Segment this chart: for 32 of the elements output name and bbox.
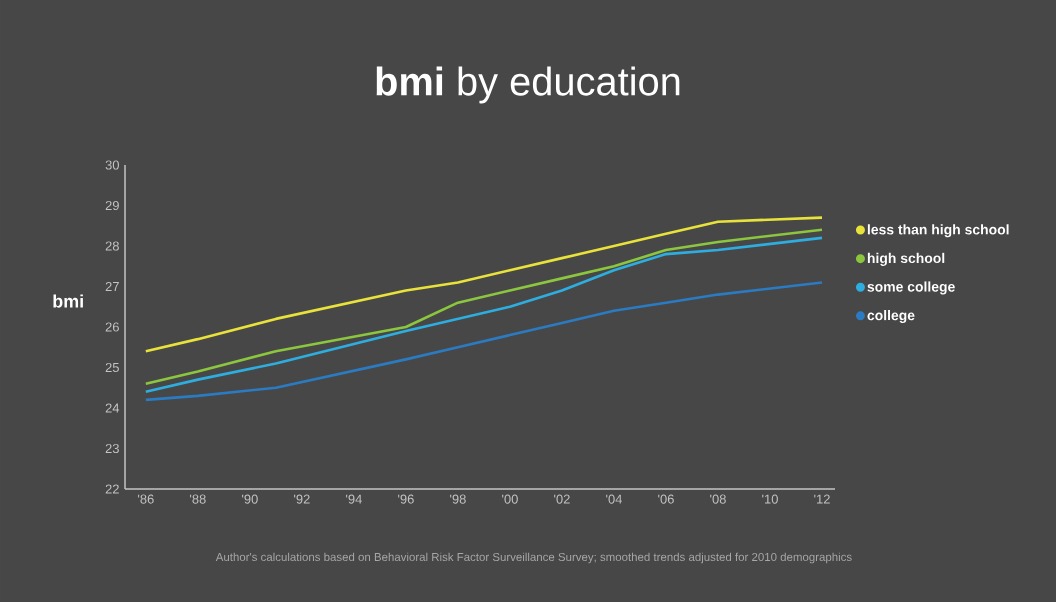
- x-tick-label: '00: [502, 494, 518, 504]
- y-tick-label: 23: [105, 443, 119, 454]
- y-tick-label: 27: [105, 281, 119, 292]
- y-axis-title: bmi: [53, 294, 83, 308]
- x-tick-label: '90: [242, 494, 258, 504]
- line-series: [144, 216, 824, 353]
- y-tick-label: 29: [105, 200, 119, 211]
- y-tick-label: 24: [105, 403, 120, 413]
- legend-label: college: [867, 310, 915, 324]
- y-tick-label: 22: [105, 484, 119, 494]
- x-tick-label: '92: [294, 494, 310, 504]
- y-tick-label: 26: [105, 322, 119, 332]
- x-tick-label: '86: [138, 494, 154, 504]
- text: Author's calculations based on Behavioral Risk Factor Surveillance Survey; smoothed trends adjusted for 2010 demographics: [215, 552, 852, 564]
- x-tick-label: '06: [658, 494, 674, 504]
- chart-title: bmi by education: [376, 66, 680, 104]
- line-series: [144, 281, 824, 402]
- x-tick-label: '02: [554, 494, 570, 504]
- x-tick-label: '94: [346, 494, 362, 504]
- legend-label: high school: [867, 252, 945, 266]
- y-tick-label: 28: [105, 241, 119, 251]
- x-tick-label: '04: [606, 494, 623, 504]
- legend-label: less than high school: [867, 224, 1009, 238]
- x-tick-label: '98: [450, 494, 466, 504]
- x-tick-label: '12: [814, 494, 830, 504]
- y-tick-label: 30: [105, 160, 119, 170]
- x-tick-label: '96: [398, 494, 414, 504]
- x-tick-label: '10: [762, 494, 778, 504]
- y-tick-label: 25: [105, 362, 119, 373]
- x-tick-label: '08: [710, 494, 726, 504]
- legend-label: some college: [867, 281, 955, 295]
- x-tick-label: '88: [190, 494, 206, 504]
